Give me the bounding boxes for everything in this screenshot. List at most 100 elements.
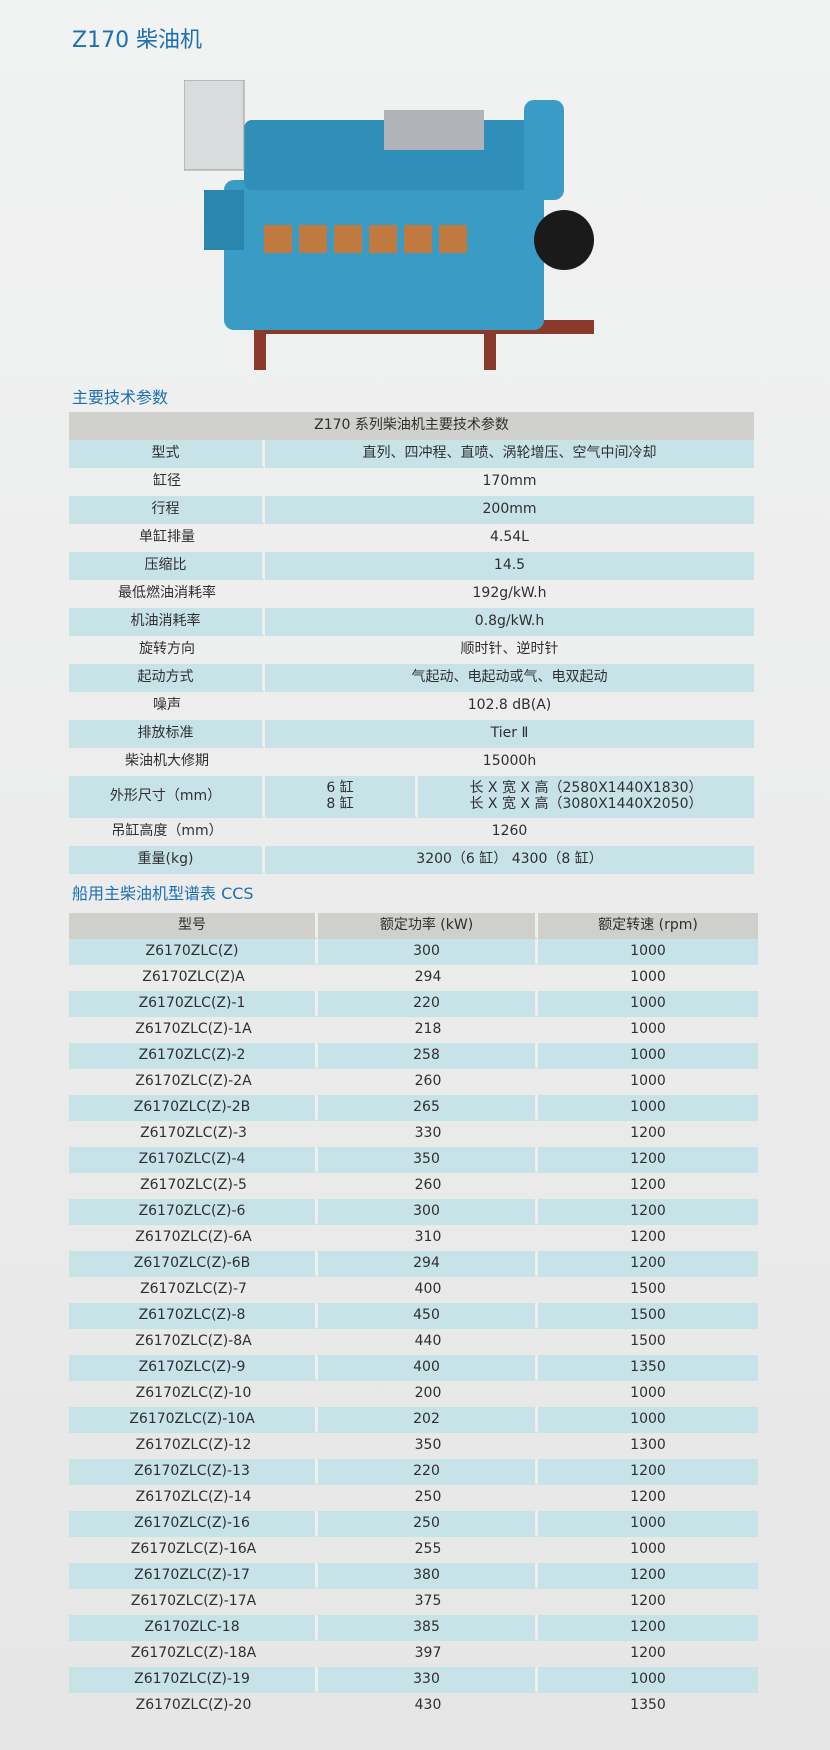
spec-row: 吊缸高度（mm） 1260: [69, 818, 754, 846]
cell-model: Z6170ZLC(Z)-9: [69, 1355, 318, 1381]
spec-value: 直列、四冲程、直喷、涡轮增压、空气中间冷却: [265, 440, 754, 468]
cell-speed: 1000: [630, 1541, 666, 1557]
spec-value: 4.54L: [490, 529, 529, 545]
cell-model: Z6170ZLC(Z)A: [142, 969, 245, 985]
section-title-specs: 主要技术参数: [72, 388, 169, 407]
table-row: Z6170ZLC(Z)-5 260 1200: [69, 1173, 758, 1199]
table-row: Z6170ZLC(Z)-2 258 1000: [69, 1043, 758, 1069]
cell-power: 250: [318, 1511, 538, 1537]
cell-model: Z6170ZLC-18: [69, 1615, 318, 1641]
table-row: Z6170ZLC(Z)-9 400 1350: [69, 1355, 758, 1381]
header-power: 额定功率 (kW): [318, 913, 538, 939]
cell-model: Z6170ZLC(Z): [69, 939, 318, 965]
table-row: Z6170ZLC(Z)-7 400 1500: [69, 1277, 758, 1303]
spec-row: 柴油机大修期 15000h: [69, 748, 754, 776]
spec-table: Z170 系列柴油机主要技术参数 型式 直列、四冲程、直喷、涡轮增压、空气中间冷却…: [69, 412, 754, 874]
spec-value: Tier Ⅱ: [265, 720, 754, 748]
cell-power: 380: [318, 1563, 538, 1589]
table-row: Z6170ZLC(Z)-16 250 1000: [69, 1511, 758, 1537]
cell-model: Z6170ZLC(Z)-2: [69, 1043, 318, 1069]
cell-power: 202: [318, 1407, 538, 1433]
cell-model: Z6170ZLC(Z)-2B: [69, 1095, 318, 1121]
cell-speed: 1200: [630, 1229, 666, 1245]
cell-speed: 1200: [538, 1563, 758, 1589]
cell-speed: 1000: [538, 1095, 758, 1121]
cell-power: 258: [318, 1043, 538, 1069]
spec-row: 行程 200mm: [69, 496, 754, 524]
cell-speed: 1000: [630, 1385, 666, 1401]
cell-power: 300: [318, 939, 538, 965]
cell-model: Z6170ZLC(Z)-8A: [135, 1333, 252, 1349]
cell-speed: 1000: [538, 939, 758, 965]
cell-speed: 1000: [630, 969, 666, 985]
dim-6cyl: 6 缸: [326, 780, 354, 796]
table-row: Z6170ZLC(Z)-18A 397 1200: [69, 1641, 758, 1667]
cell-model: Z6170ZLC(Z)-16A: [130, 1541, 257, 1557]
table-row: Z6170ZLC(Z)-10 200 1000: [69, 1381, 758, 1407]
cell-power: 294: [318, 1251, 538, 1277]
spec-label: 起动方式: [69, 664, 265, 692]
cell-power: 220: [318, 1459, 538, 1485]
spec-value: 顺时针、逆时针: [460, 641, 559, 657]
cell-power: 200: [414, 1385, 442, 1401]
cell-power: 218: [414, 1021, 442, 1037]
spec-value: 1260: [491, 823, 528, 839]
spec-row: 型式 直列、四冲程、直喷、涡轮增压、空气中间冷却: [69, 440, 754, 468]
cell-power: 385: [318, 1615, 538, 1641]
cell-speed: 1200: [630, 1489, 666, 1505]
spec-label: 排放标准: [69, 720, 265, 748]
cell-power: 330: [318, 1667, 538, 1693]
spec-value: 气起动、电起动或气、电双起动: [265, 664, 754, 692]
cell-speed: 1200: [630, 1645, 666, 1661]
table-row: Z6170ZLC(Z)-1 220 1000: [69, 991, 758, 1017]
cell-power: 250: [414, 1489, 442, 1505]
table-row: Z6170ZLC-18 385 1200: [69, 1615, 758, 1641]
spec-label: 吊缸高度（mm）: [111, 823, 223, 839]
cell-model: Z6170ZLC(Z)-19: [69, 1667, 318, 1693]
cell-model: Z6170ZLC(Z)-17A: [130, 1593, 257, 1609]
spec-label: 型式: [69, 440, 265, 468]
table-row: Z6170ZLC(Z)-8A 440 1500: [69, 1329, 758, 1355]
cell-model: Z6170ZLC(Z)-6: [69, 1199, 318, 1225]
spec-label: 压缩比: [69, 552, 265, 580]
spec-label: 行程: [69, 496, 265, 524]
table-row: Z6170ZLC(Z)-2B 265 1000: [69, 1095, 758, 1121]
cell-power: 375: [414, 1593, 442, 1609]
cell-power: 330: [414, 1125, 442, 1141]
spec-label: 旋转方向: [139, 641, 195, 657]
cell-speed: 1200: [630, 1177, 666, 1193]
cell-speed: 1350: [538, 1355, 758, 1381]
cell-power: 220: [318, 991, 538, 1017]
spec-row: 排放标准 Tier Ⅱ: [69, 720, 754, 748]
cell-model: Z6170ZLC(Z)-14: [135, 1489, 252, 1505]
dim-8cyl: 8 缸: [326, 796, 354, 812]
cell-speed: 1200: [630, 1125, 666, 1141]
cell-speed: 1200: [538, 1615, 758, 1641]
cell-power: 450: [318, 1303, 538, 1329]
cell-power: 400: [414, 1281, 442, 1297]
cell-speed: 1000: [538, 1511, 758, 1537]
cell-power: 310: [414, 1229, 442, 1245]
spec-value: 200mm: [265, 496, 754, 524]
spec-value: 15000h: [482, 753, 537, 769]
cell-speed: 1200: [538, 1199, 758, 1225]
section-title-models: 船用主柴油机型谱表 CCS: [72, 884, 254, 903]
table-row: Z6170ZLC(Z)A 294 1000: [69, 965, 758, 991]
spec-value: 102.8 dB(A): [467, 697, 552, 713]
spec-label: 噪声: [153, 697, 181, 713]
table-row: Z6170ZLC(Z)-14 250 1200: [69, 1485, 758, 1511]
spec-label: 柴油机大修期: [125, 753, 209, 769]
cell-speed: 1350: [630, 1697, 666, 1713]
spec-label: 缸径: [153, 473, 181, 489]
cell-power: 260: [414, 1073, 442, 1089]
table-row: Z6170ZLC(Z)-16A 255 1000: [69, 1537, 758, 1563]
table-row: Z6170ZLC(Z)-6 300 1200: [69, 1199, 758, 1225]
table-row: Z6170ZLC(Z)-17 380 1200: [69, 1563, 758, 1589]
cell-speed: 1000: [538, 1043, 758, 1069]
cell-speed: 1500: [630, 1333, 666, 1349]
cell-power: 300: [318, 1199, 538, 1225]
cell-model: Z6170ZLC(Z)-4: [69, 1147, 318, 1173]
table-row: Z6170ZLC(Z)-20 430 1350: [69, 1693, 758, 1719]
dim-6cyl-value: 长 X 宽 X 高（2580X1440X1830）: [469, 780, 703, 796]
